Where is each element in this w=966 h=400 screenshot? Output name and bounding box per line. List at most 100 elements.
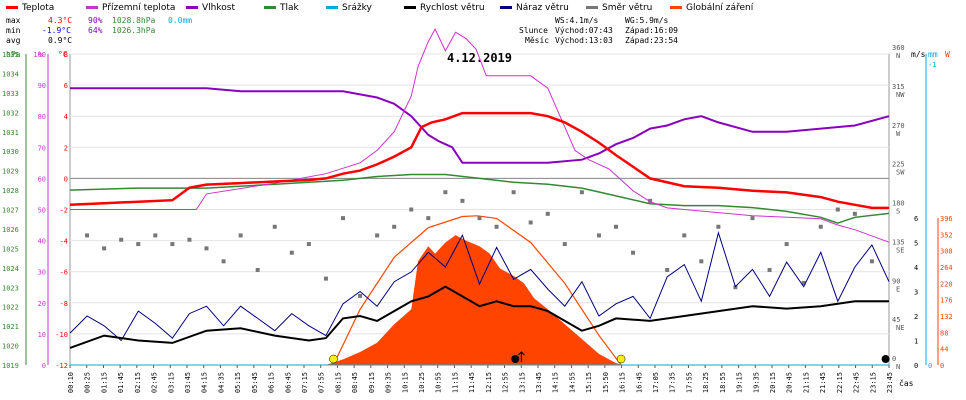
percent-tick-label: 40 bbox=[38, 238, 46, 246]
celsius-axis-label: °C bbox=[58, 50, 68, 59]
time-tick-label: 13:15 bbox=[518, 372, 526, 393]
wind-dir-tick-label: 90 bbox=[892, 277, 900, 285]
moon-label: Měsíc bbox=[525, 36, 550, 45]
wind-dir-point bbox=[392, 224, 397, 229]
legend-item-tlak[interactable]: Tlak bbox=[264, 3, 299, 13]
wm2-tick-label: 0 bbox=[940, 362, 944, 370]
wind-dir-name-label: N bbox=[896, 52, 900, 60]
wind-dir-point bbox=[306, 242, 311, 247]
stats-max-temp: 4.3°C bbox=[48, 16, 73, 25]
time-tick-label: 14:15 bbox=[552, 372, 560, 393]
wind-dir-point bbox=[852, 211, 857, 216]
wind-dir-point bbox=[477, 216, 482, 221]
time-tick-label: 12:55 bbox=[502, 372, 510, 393]
time-tick-label: 05:15 bbox=[234, 372, 242, 393]
legend-item-smer-vetru[interactable]: Směr větru bbox=[586, 3, 652, 13]
percent-axis-label: % bbox=[38, 50, 43, 59]
legend-item-prizemni-teplota[interactable]: Přízemní teplota bbox=[86, 3, 175, 13]
sunrise-marker bbox=[329, 354, 338, 364]
time-tick-label: 16:15 bbox=[619, 372, 627, 393]
wind-dir-tick-label: 135 bbox=[892, 238, 905, 246]
radiation-area bbox=[325, 235, 623, 365]
wind-dir-tick-label: 0 bbox=[892, 355, 896, 363]
ms-tick-label: 1 bbox=[914, 338, 918, 346]
time-tick-label: 06:45 bbox=[284, 372, 292, 393]
time-tick-label: 11:45 bbox=[468, 372, 476, 393]
legend-item-naraz-vetru[interactable]: Náraz větru bbox=[500, 3, 569, 13]
legend-item-rychlost-vetru[interactable]: Rychlost větru bbox=[404, 3, 485, 13]
wind-dir-point bbox=[869, 259, 874, 264]
wind-dir-point bbox=[170, 242, 175, 247]
celsius-tick-label: -4 bbox=[60, 238, 68, 246]
ground-temp-line bbox=[70, 27, 890, 243]
percent-tick-label: 100 bbox=[33, 51, 46, 59]
wind-dir-point bbox=[409, 207, 414, 212]
mm-tick-label: 0 bbox=[928, 362, 932, 370]
wind-dir-point bbox=[85, 233, 90, 238]
wind-dir-point bbox=[596, 233, 601, 238]
swatch-icon bbox=[6, 6, 18, 9]
swatch-icon bbox=[500, 6, 512, 9]
time-tick-label: 08:15 bbox=[334, 372, 342, 393]
legend-item-teplota[interactable]: Teplota bbox=[6, 3, 54, 13]
percent-tick-label: 50 bbox=[38, 207, 46, 215]
time-tick-label: 13:45 bbox=[535, 372, 543, 393]
wind-dir-name-label: NW bbox=[896, 91, 905, 99]
wind-dir-point bbox=[648, 198, 653, 203]
time-tick-label: 12:15 bbox=[485, 372, 493, 393]
swatch-icon bbox=[264, 6, 276, 9]
hpa-tick-label: 1024 bbox=[2, 265, 19, 273]
wind-speed-avg: WS:4.1m/s bbox=[555, 16, 599, 25]
hpa-tick-label: 1028 bbox=[2, 187, 19, 195]
time-tick-label: 17:35 bbox=[669, 372, 677, 393]
time-tick-label: 11:15 bbox=[451, 372, 459, 393]
time-tick-label: 09:15 bbox=[368, 372, 376, 393]
ms-tick-label: 5 bbox=[914, 240, 918, 248]
hpa-tick-label: 1033 bbox=[2, 90, 19, 98]
wm2-tick-label: 352 bbox=[940, 231, 953, 239]
wind-dir-tick-label: 180 bbox=[892, 200, 905, 208]
time-tick-label: 09:35 bbox=[385, 372, 393, 393]
legend-item-srazky[interactable]: Srážky bbox=[326, 3, 372, 13]
wind-dir-tick-label: 360 bbox=[892, 44, 905, 52]
wind-dir-point bbox=[136, 242, 141, 247]
wind-dir-name-label: W bbox=[896, 130, 901, 138]
percent-tick-label: 20 bbox=[38, 300, 46, 308]
wind-dir-point bbox=[767, 267, 772, 272]
wind-dir-point bbox=[494, 224, 499, 229]
stats-max-rain: 0.0mm bbox=[168, 16, 193, 25]
time-tick-label: 20:15 bbox=[769, 372, 777, 393]
wind-speed-line bbox=[69, 285, 889, 349]
wind-dir-name-label: NE bbox=[896, 324, 904, 332]
wind-dir-point bbox=[187, 237, 192, 242]
wind-dir-point bbox=[818, 224, 823, 229]
stats-min-hum: 64% bbox=[88, 26, 103, 35]
swatch-icon bbox=[586, 6, 598, 9]
ms-tick-label: 6 bbox=[914, 215, 918, 223]
pressure-line bbox=[69, 173, 890, 224]
sunset-time: Západ:16:09 bbox=[625, 26, 678, 35]
wind-dir-point bbox=[358, 293, 363, 298]
legend-item-globalni-zareni[interactable]: Globální záření bbox=[670, 3, 753, 13]
swatch-icon bbox=[670, 6, 682, 9]
time-axis-label: čas bbox=[899, 378, 914, 388]
time-tick-label: 14:55 bbox=[568, 372, 576, 393]
ms-axis-label: m/s bbox=[911, 50, 926, 59]
hpa-tick-label: 1020 bbox=[2, 343, 19, 351]
stats-max-press: 1028.8hPa bbox=[112, 16, 156, 25]
legend-item-vlhkost[interactable]: Vlhkost bbox=[186, 3, 235, 13]
wind-dir-name-label: SW bbox=[896, 169, 905, 177]
wind-dir-point bbox=[699, 259, 704, 264]
time-tick-label: 05:45 bbox=[251, 372, 259, 393]
wind-dir-point bbox=[545, 211, 550, 216]
wind-dir-tick-label: 270 bbox=[892, 122, 905, 130]
wind-dir-point bbox=[511, 190, 516, 195]
wind-dir-point bbox=[102, 246, 107, 251]
swatch-icon bbox=[326, 6, 338, 9]
time-tick-label: 22:45 bbox=[853, 372, 861, 393]
wind-dir-point bbox=[801, 280, 806, 285]
celsius-tick-label: 6 bbox=[64, 82, 68, 90]
stats-min-press: 1026.3hPa bbox=[112, 26, 156, 35]
hpa-tick-label: 1034 bbox=[2, 70, 19, 78]
wm2-tick-label: 176 bbox=[940, 297, 953, 305]
